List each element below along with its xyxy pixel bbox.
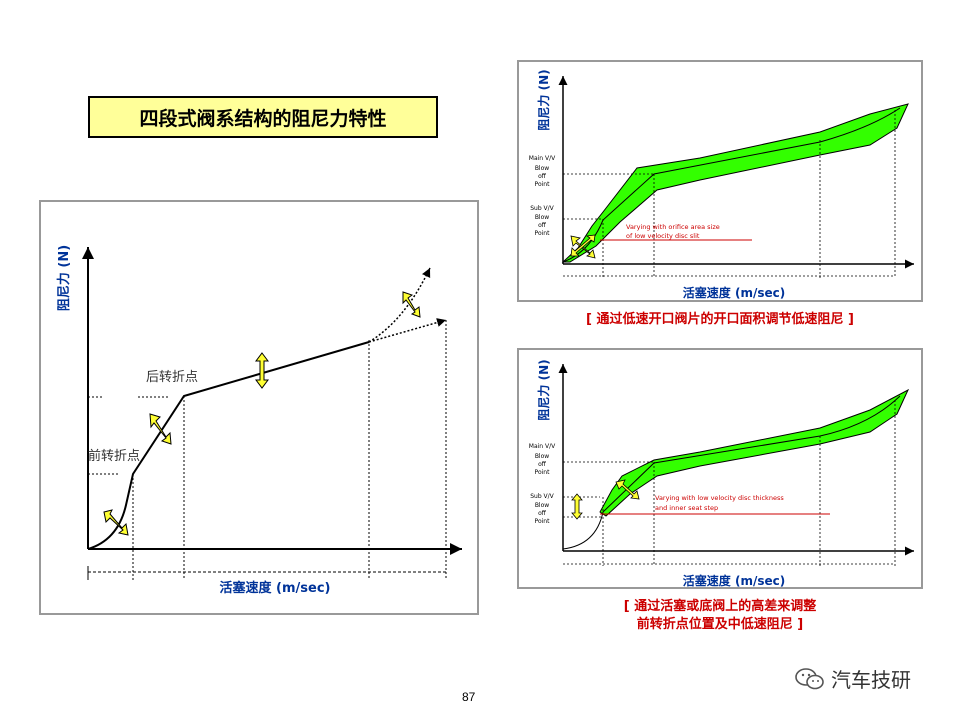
tr-green-band xyxy=(561,103,909,263)
br-main-label: Main V/V Blow off Point xyxy=(529,443,556,476)
svg-text:Blow: Blow xyxy=(535,502,549,509)
top-right-panel-frame xyxy=(517,60,923,302)
slide-title: 四段式阀系结构的阻尼力特性 xyxy=(88,96,438,138)
svg-text:Blow: Blow xyxy=(535,453,549,460)
br-caption-line1: [ 通过活塞或底阀上的高差来调整 xyxy=(623,599,817,614)
br-adjust-arrow-icon xyxy=(571,479,640,520)
bottom-right-panel-frame xyxy=(517,348,923,589)
svg-text:Sub V/V: Sub V/V xyxy=(530,205,554,212)
svg-text:Point: Point xyxy=(535,230,551,237)
tr-main-label: Main V/V Blow off Point xyxy=(529,155,556,188)
tr-sub-label: Sub V/V Blow off Point xyxy=(530,205,554,237)
br-annotation-1: Varying with low velocity disc thickness xyxy=(655,494,784,502)
adjust-arrow-icon xyxy=(103,291,421,536)
tr-x-axis-label: 活塞速度 (m/sec) xyxy=(683,285,785,300)
tr-y-axis-label: 阻尼力 (N) xyxy=(536,69,551,130)
br-y-axis-label: 阻尼力 (N) xyxy=(536,359,551,420)
top-right-caption: [ 通过低速开口阀片的开口面积调节低速阻尼 ] xyxy=(586,312,854,327)
front-point-label: 前转折点 xyxy=(88,448,140,464)
tr-adjust-arrow-icon xyxy=(570,234,596,259)
wechat-logo: 汽车技研 xyxy=(795,664,911,693)
page-number: 87 xyxy=(462,690,476,704)
rear-point-label: 后转折点 xyxy=(146,370,198,385)
tr-annotation-1: Varying with orifice area size xyxy=(626,223,720,231)
bottom-right-caption: [ 通过活塞或底阀上的高差来调整 前转折点位置及中低速阻尼 ] xyxy=(518,598,922,634)
tr-annotation-2: of low velocity disc slit xyxy=(626,232,700,240)
svg-text:Point: Point xyxy=(535,518,551,525)
svg-text:Blow: Blow xyxy=(535,165,549,172)
svg-text:Point: Point xyxy=(535,181,551,188)
svg-text:Point: Point xyxy=(535,469,551,476)
br-annotation-2: and inner seat step xyxy=(655,504,718,512)
svg-text:Main V/V: Main V/V xyxy=(529,443,556,450)
svg-text:Main V/V: Main V/V xyxy=(529,155,556,162)
svg-text:off: off xyxy=(538,222,547,229)
svg-text:Sub V/V: Sub V/V xyxy=(530,493,554,500)
br-green-band xyxy=(599,388,910,517)
svg-text:off: off xyxy=(538,461,547,468)
svg-text:off: off xyxy=(538,173,547,180)
br-x-axis-label: 活塞速度 (m/sec) xyxy=(683,573,785,588)
svg-text:off: off xyxy=(538,510,547,517)
left-y-axis-label: 阻尼力 (N) xyxy=(56,245,72,311)
left-x-axis-label: 活塞速度 (m/sec) xyxy=(220,580,331,596)
br-sub-label: Sub V/V Blow off Point xyxy=(530,493,554,525)
wechat-icon xyxy=(795,667,824,689)
br-caption-line2: 前转折点位置及中低速阻尼 ] xyxy=(636,617,804,632)
svg-text:Blow: Blow xyxy=(535,214,549,221)
left-panel-frame xyxy=(39,200,479,615)
logo-text: 汽车技研 xyxy=(831,668,911,692)
